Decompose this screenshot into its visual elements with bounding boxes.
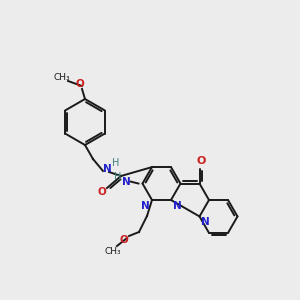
Text: O: O [98,187,106,197]
Text: N: N [103,164,111,174]
Text: CH₃: CH₃ [105,247,121,256]
Text: H: H [112,158,120,168]
Text: N: N [122,176,131,187]
Text: CH₃: CH₃ [54,73,70,82]
Text: N: N [141,201,149,211]
Text: H: H [114,172,121,182]
Text: O: O [76,79,84,89]
Text: O: O [197,155,206,166]
Text: O: O [120,235,128,245]
Text: N: N [201,218,210,227]
Text: N: N [172,201,182,211]
